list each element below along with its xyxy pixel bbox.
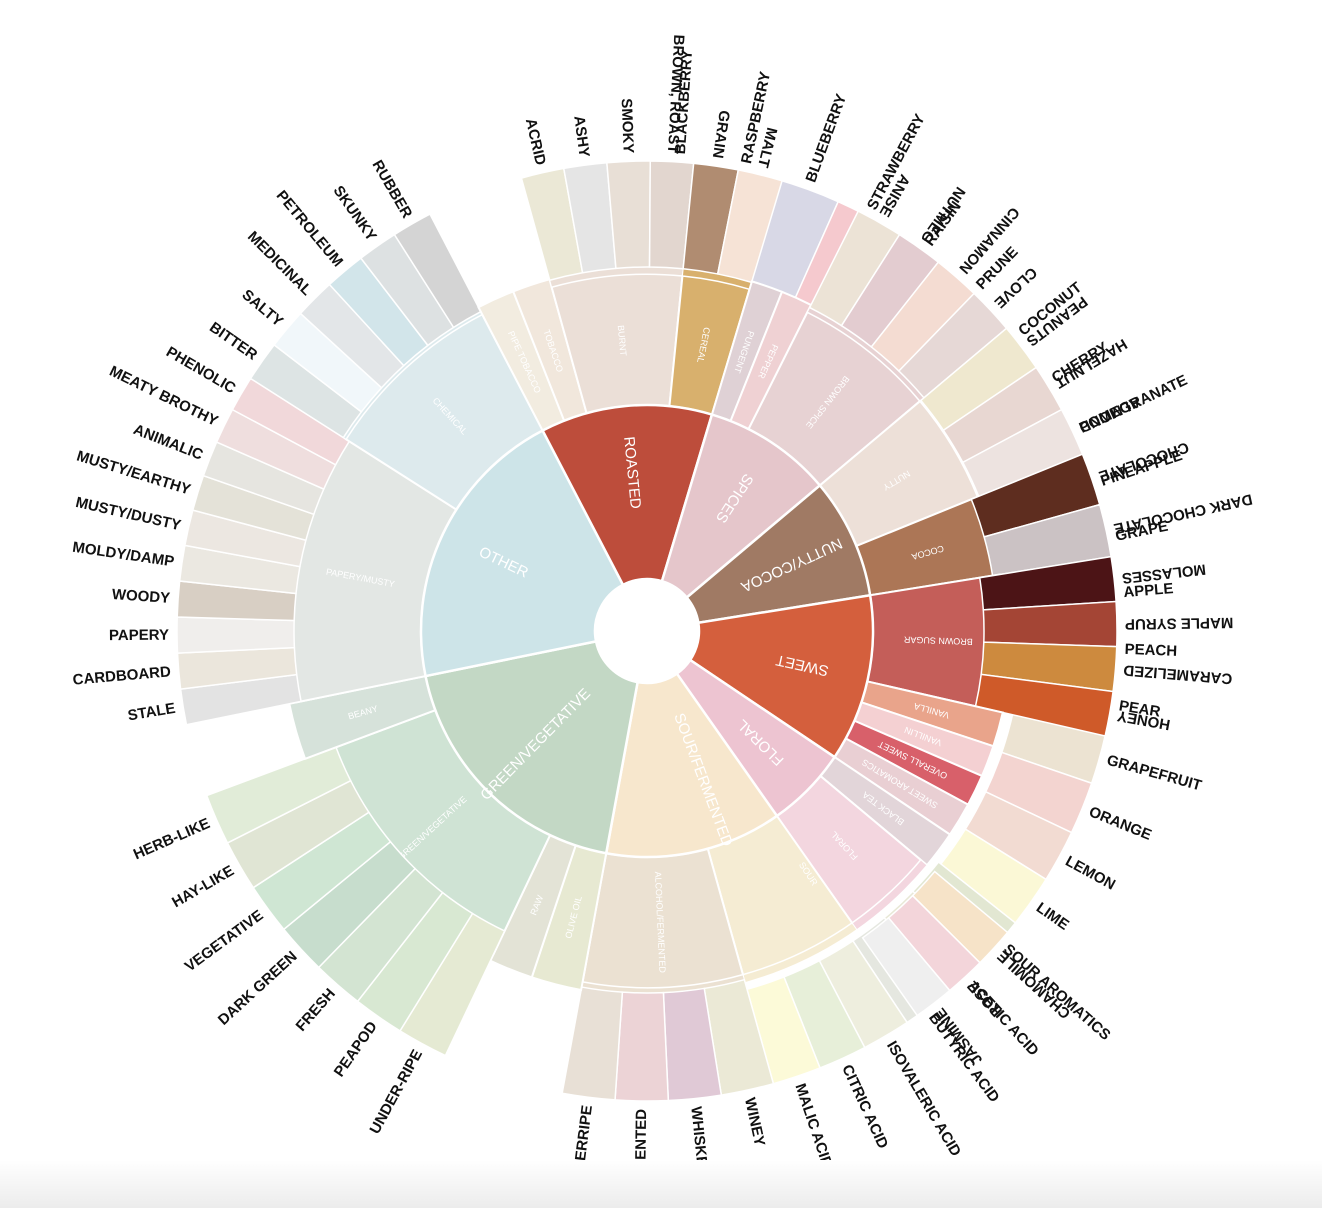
leaf-label-isovaleric-acid: ISOVALERIC ACID <box>883 1038 964 1159</box>
leaf-label-caramelized: CARAMELIZED <box>1123 661 1233 687</box>
leaf-label-herb-like: HERB-LIKE <box>131 815 213 863</box>
group-other <box>419 428 625 678</box>
leaf-label-musty-dusty: MUSTY/DUSTY <box>74 494 183 534</box>
leaf-label-ashy: ASHY <box>570 115 592 159</box>
leaf-label-woody: WOODY <box>111 586 170 607</box>
leaf-label-orange: ORANGE <box>1087 803 1154 844</box>
leaf-label-grain: GRAIN <box>709 109 733 159</box>
segment-label-burnt: BURNT <box>616 325 629 357</box>
center-hole <box>595 579 699 683</box>
leaf-label-peapod: PEAPOD <box>331 1018 381 1080</box>
leaf-label-grapefruit: GRAPEFRUIT <box>1105 752 1203 795</box>
leaf-overripe <box>561 986 624 1101</box>
group-label-roasted: ROASTED <box>620 436 644 510</box>
leaf-label-medicinal: MEDICINAL <box>244 228 315 299</box>
leaf-label-moldy-damp: MOLDY/DAMP <box>71 539 175 571</box>
leaf-label-acrid: ACRID <box>522 117 549 167</box>
leaf-label-phenolic: PHENOLIC <box>163 343 239 397</box>
leaf-label-salty: SALTY <box>239 286 287 330</box>
leaf-fermented <box>614 991 670 1102</box>
leaf-label-lemon: LEMON <box>1062 853 1118 894</box>
leaf-label-hay-like: HAY-LIKE <box>169 862 237 911</box>
leaf-label-winey: WINEY <box>741 1096 768 1148</box>
leaf-label-smoky: SMOKY <box>618 98 637 154</box>
leaf-label-pear: PEAR <box>1118 697 1162 720</box>
leaf-label-rubber: RUBBER <box>369 157 416 221</box>
leaf-label-bitter: BITTER <box>206 319 260 364</box>
leaf-label-musty-earthy: MUSTY/EARTHY <box>75 448 193 499</box>
leaf-label-fresh: FRESH <box>293 985 339 1034</box>
leaf-label-peach: PEACH <box>1124 641 1177 660</box>
leaf-label-skunky: SKUNKY <box>330 183 380 245</box>
segment-label-alcohol-fermented: ALCOHOL/FERMENTED <box>653 871 668 973</box>
leaf-papery <box>176 616 296 654</box>
leaf-label-rose: ROSE <box>964 977 1005 1020</box>
leaf-label-maple-syrup: MAPLE SYRUP <box>1125 614 1234 633</box>
leaf-label-papery: PAPERY <box>109 627 169 645</box>
leaf-maple-syrup <box>982 600 1118 648</box>
leaf-label-almond: ALMOND <box>1076 393 1143 436</box>
leaf-label-molasses: MOLASSES <box>1121 560 1207 586</box>
leaf-label-blueberry: BLUEBERRY <box>802 92 850 185</box>
ring-band-floral <box>851 859 928 931</box>
leaf-label-cardboard: CARDBOARD <box>72 663 172 688</box>
leaf-label-under-ripe: UNDER-RIPE <box>366 1047 426 1137</box>
leaf-label-citric-acid: CITRIC ACID <box>838 1062 891 1151</box>
leaf-label-vegetative: VEGETATIVE <box>182 907 267 976</box>
leaf-jasmine <box>861 916 951 1017</box>
leaf-label-dark-chocolate: DARK CHOCOLATE <box>1112 490 1254 537</box>
leaf-label-stale: STALE <box>126 700 176 725</box>
leaf-label-malic-acid: MALIC ACID <box>791 1081 835 1170</box>
leaf-label-lime: LIME <box>1033 899 1072 934</box>
leaf-label-dark-green: DARK GREEN <box>215 948 301 1029</box>
bottom-fade <box>0 1160 1322 1208</box>
segment-label-brown-sugar: BROWN SUGAR <box>903 635 973 647</box>
leaf-label-brown-roast: BROWN, ROAST <box>664 34 687 154</box>
leaf-label-apple: APPLE <box>1123 580 1174 601</box>
leaf-label-animalic: ANIMALIC <box>131 421 206 464</box>
